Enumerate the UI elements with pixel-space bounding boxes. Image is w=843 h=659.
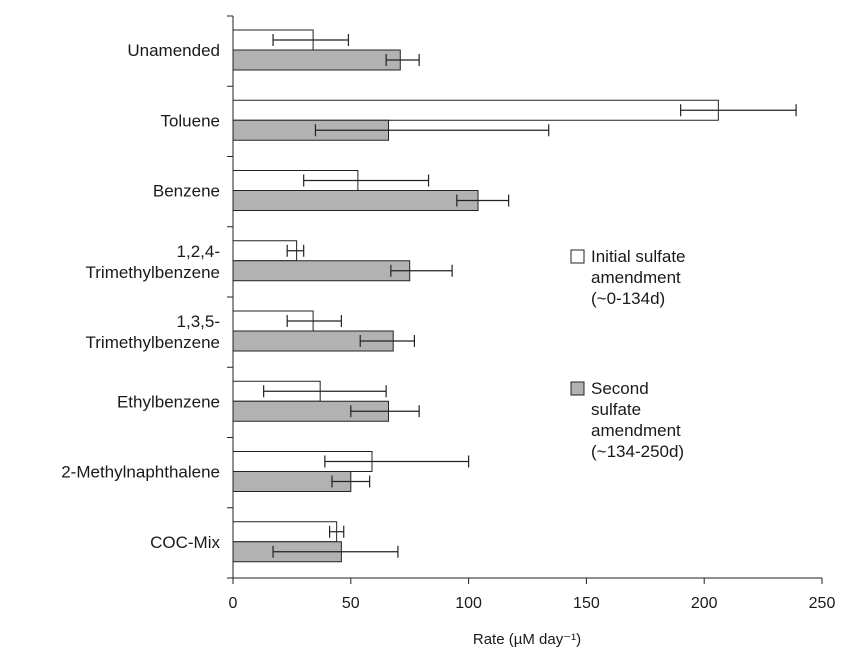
legend-label-1: Initial sulfate <box>591 247 686 266</box>
category-label: COC-Mix <box>150 533 220 552</box>
x-axis-title: Rate (µM day⁻¹) <box>473 631 581 648</box>
category-label-line2: Trimethylbenzene <box>86 263 221 282</box>
y-axis: Unamended Toluene Benzene 1,2,4- Trimethylbe… <box>61 15 234 579</box>
bar-s2-c3 <box>232 190 479 211</box>
category-label-line1: 1,3,5- <box>177 312 220 331</box>
bar-s1-c2 <box>232 99 719 121</box>
category-label: 2-Methylnaphthalene <box>61 463 220 482</box>
legend: Initial sulfate amendment (~0-134d) Second s… <box>570 247 686 461</box>
bar-s2-c4 <box>232 260 411 282</box>
category-label: Unamended <box>127 41 220 60</box>
legend-label-2: sulfate <box>591 400 641 419</box>
bar-s2-c1 <box>232 49 401 71</box>
x-tick-label: 200 <box>691 595 718 612</box>
category-label: Toluene <box>160 111 220 130</box>
x-tick-label: 250 <box>809 595 836 612</box>
bar-s1-c8 <box>232 521 338 543</box>
legend-label-2: Second <box>591 379 649 398</box>
x-axis: 0 50 100 150 200 250 <box>229 577 836 612</box>
category-label: Ethylbenzene <box>117 392 220 411</box>
legend-label-1: (~0-134d) <box>591 289 665 308</box>
legend-label-1: amendment <box>591 268 681 287</box>
x-tick-label: 150 <box>573 595 600 612</box>
legend-label-2: amendment <box>591 421 681 440</box>
x-tick-label: 100 <box>455 595 482 612</box>
category-label: Benzene <box>153 182 220 201</box>
x-tick-label: 0 <box>229 595 238 612</box>
x-tick-label: 50 <box>342 595 360 612</box>
legend-swatch-2 <box>570 381 585 396</box>
legend-label-2: (~134-250d) <box>591 442 684 461</box>
category-label-line1: 1,2,4- <box>177 242 220 261</box>
category-label-line2: Trimethylbenzene <box>86 333 221 352</box>
legend-swatch-1 <box>570 249 585 264</box>
plot-area <box>232 29 797 563</box>
